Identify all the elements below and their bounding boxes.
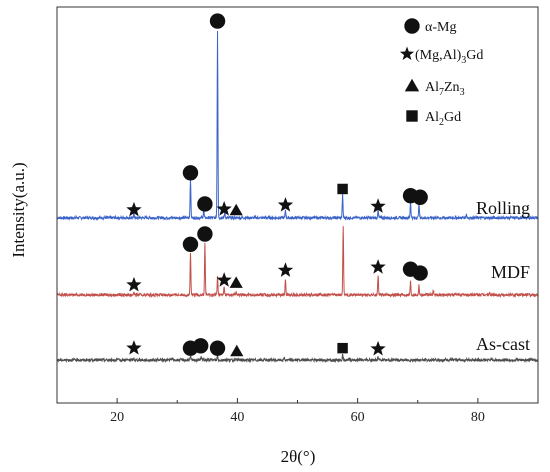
legend-label: α-Mg (425, 20, 456, 35)
legend-item: (Mg,Al)3Gd (399, 46, 483, 66)
legend-item: α-Mg (404, 18, 456, 35)
phase-marker-star (277, 262, 294, 277)
x-tick-label: 60 (351, 410, 365, 425)
series-as-cast (56, 338, 539, 364)
legend-star-icon (399, 46, 415, 61)
series-rolling (56, 13, 539, 222)
phase-marker-square (337, 183, 348, 195)
legend-triangle-icon (404, 78, 420, 92)
legend-item: Al7Zn3 (404, 78, 465, 98)
legend-label: (Mg,Al)3Gd (415, 48, 483, 66)
phase-marker-star (370, 259, 386, 274)
phase-marker-triangle (229, 203, 243, 216)
phase-marker-star (370, 198, 386, 213)
phase-marker-circle (197, 196, 213, 212)
phase-marker-star (277, 197, 294, 212)
phase-marker-star (126, 340, 142, 355)
phase-marker-star (126, 276, 142, 292)
phase-marker-circle (192, 338, 209, 354)
phase-marker-circle (182, 165, 199, 181)
phase-marker-triangle (229, 276, 243, 288)
series-label: Rolling (476, 198, 530, 218)
plot-area (56, 13, 539, 364)
phase-marker-circle (182, 236, 199, 252)
legend: α-Mg (Mg,Al)3Gd Al7Zn3 Al2Gd (399, 18, 483, 128)
y-axis-title: Intensity(a.u.) (9, 162, 28, 257)
legend-item: Al2Gd (406, 110, 461, 128)
x-tick-label: 20 (110, 410, 124, 425)
x-axis-title: 2θ(°) (281, 447, 316, 466)
series-line (56, 226, 539, 299)
phase-marker-star (216, 272, 232, 287)
phase-marker-circle (209, 13, 226, 29)
series-label: As-cast (476, 334, 530, 354)
x-tick-label: 40 (230, 410, 244, 425)
phase-marker-circle (412, 265, 428, 281)
series-line (56, 30, 539, 222)
legend-label: Al7Zn3 (425, 80, 465, 98)
phase-marker-star (216, 201, 232, 216)
phase-marker-triangle (230, 344, 244, 357)
x-tick-label: 80 (471, 410, 485, 425)
series-line (56, 353, 539, 364)
phase-marker-star (370, 340, 386, 356)
legend-label: Al2Gd (425, 110, 461, 128)
axes: 20 40 60 80 (56, 6, 539, 425)
series-labels: Rolling MDF As-cast (476, 198, 530, 354)
phase-marker-circle (412, 189, 428, 205)
phase-marker-star (126, 201, 142, 217)
legend-circle-icon (404, 18, 420, 34)
phase-marker-circle (209, 340, 226, 356)
series-mdf (56, 226, 539, 299)
phase-marker-circle (197, 226, 213, 242)
legend-square-icon (406, 110, 418, 122)
series-label: MDF (491, 262, 530, 282)
phase-marker-square (337, 342, 348, 354)
plot-frame (56, 6, 539, 404)
